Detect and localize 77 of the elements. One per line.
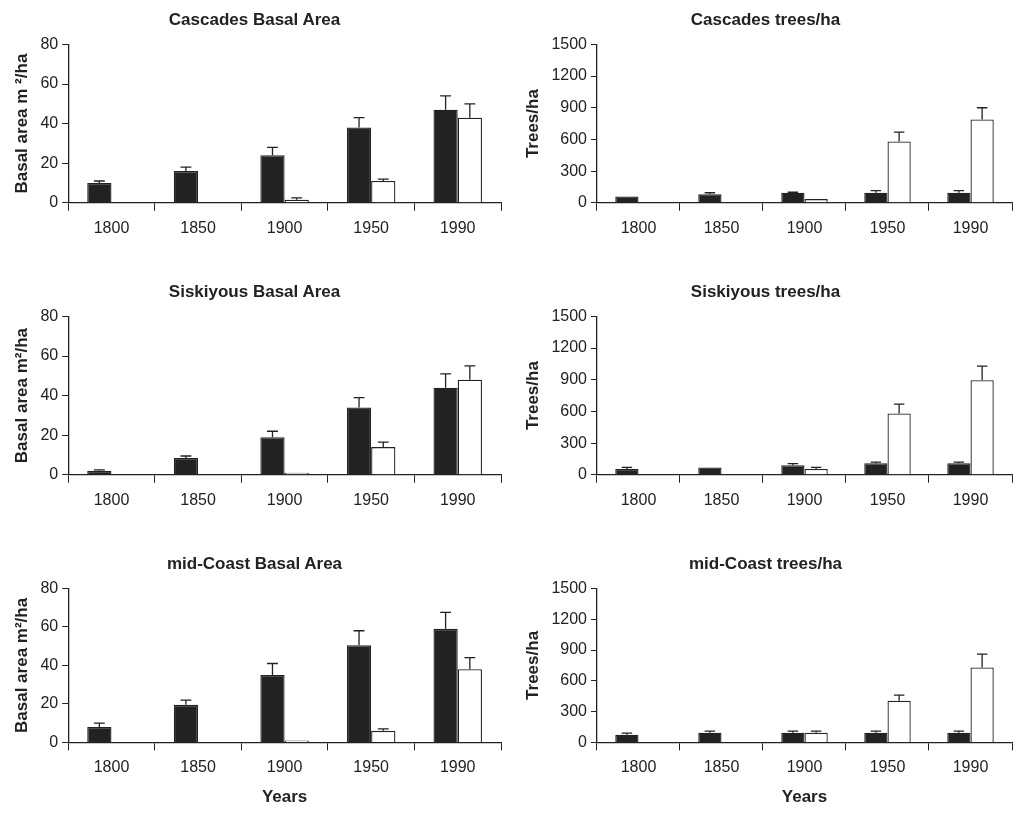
- y-axis-title: Basal area m²/ha: [11, 597, 31, 733]
- y-tick-label: 20: [40, 153, 59, 171]
- y-tick-label: 900: [560, 640, 588, 658]
- y-axis-title: Basal area m²/ha: [11, 327, 31, 464]
- y-tick-label: 600: [560, 401, 588, 419]
- chart-title: Cascades trees/ha: [690, 9, 841, 29]
- y-tick-label: 20: [40, 694, 59, 712]
- x-axis-title: Years: [781, 787, 828, 807]
- y-tick-label: 40: [40, 114, 59, 132]
- x-tick-label: 1800: [620, 490, 657, 508]
- y-tick-label: 0: [49, 732, 59, 750]
- x-tick-label: 1800: [93, 758, 130, 776]
- x-tick-label: 1850: [180, 490, 216, 508]
- y-tick-label: 1200: [551, 609, 588, 627]
- x-tick-label: 1900: [266, 758, 303, 776]
- x-tick-label: 1850: [180, 218, 216, 236]
- y-tick-label: 40: [40, 386, 59, 404]
- x-tick-label: 1900: [786, 490, 823, 508]
- y-tick-label: 1500: [551, 34, 588, 52]
- x-tick-label: 1950: [353, 218, 390, 236]
- y-tick-label: 900: [560, 98, 588, 116]
- y-axis-title: Trees/ha: [522, 630, 542, 700]
- y-axis-title: Trees/ha: [522, 88, 542, 159]
- y-tick-label: 0: [49, 465, 59, 483]
- y-tick-label: 60: [40, 617, 59, 635]
- x-tick-label: 1990: [952, 490, 989, 508]
- chart-title: Cascades Basal Area: [168, 9, 341, 29]
- x-tick-label: 1950: [869, 218, 906, 236]
- x-tick-label: 1990: [439, 758, 476, 776]
- y-tick-label: 0: [578, 465, 588, 483]
- y-tick-label: 80: [40, 578, 59, 596]
- x-tick-label: 1990: [952, 758, 989, 776]
- x-tick-label: 1850: [703, 218, 740, 236]
- y-axis-title: Basal area m ²/ha: [11, 53, 31, 194]
- y-axis-title: Trees/ha: [522, 360, 542, 431]
- x-tick-label: 1900: [786, 758, 823, 776]
- y-tick-label: 0: [49, 193, 59, 211]
- y-tick-label: 1500: [551, 306, 588, 324]
- y-tick-label: 900: [560, 370, 588, 388]
- y-tick-label: 0: [578, 193, 588, 211]
- y-tick-label: 600: [560, 129, 588, 147]
- x-axis-title: Years: [261, 787, 308, 807]
- y-tick-label: 300: [560, 161, 588, 179]
- y-tick-label: 1500: [551, 578, 588, 596]
- x-tick-label: 1990: [952, 218, 989, 236]
- chart-title: Siskiyous Basal Area: [168, 281, 341, 301]
- y-tick-label: 60: [40, 74, 59, 92]
- x-tick-label: 1900: [786, 218, 823, 236]
- x-tick-label: 1950: [353, 490, 390, 508]
- x-tick-label: 1850: [703, 490, 740, 508]
- y-tick-label: 80: [40, 306, 59, 324]
- x-tick-label: 1800: [93, 218, 130, 236]
- y-tick-label: 1200: [551, 338, 588, 356]
- y-tick-label: 80: [40, 34, 59, 52]
- y-tick-label: 300: [560, 433, 588, 451]
- chart-title: mid-Coast Basal Area: [166, 553, 343, 573]
- x-tick-label: 1900: [266, 490, 303, 508]
- y-tick-label: 600: [560, 671, 588, 689]
- x-tick-label: 1950: [869, 490, 906, 508]
- chart-title: mid-Coast trees/ha: [688, 553, 843, 573]
- x-tick-label: 1850: [703, 758, 740, 776]
- x-tick-label: 1990: [439, 218, 476, 236]
- y-tick-label: 1200: [551, 66, 588, 84]
- y-tick-label: 300: [560, 702, 588, 720]
- x-tick-label: 1900: [266, 218, 303, 236]
- x-tick-label: 1800: [620, 758, 657, 776]
- x-tick-label: 1850: [180, 758, 216, 776]
- y-tick-label: 0: [578, 732, 588, 750]
- x-tick-label: 1950: [353, 758, 390, 776]
- x-tick-label: 1990: [439, 490, 476, 508]
- y-tick-label: 60: [40, 346, 59, 364]
- y-tick-label: 20: [40, 425, 59, 443]
- x-tick-label: 1800: [93, 490, 130, 508]
- chart-title: Siskiyous trees/ha: [690, 281, 841, 301]
- y-tick-label: 40: [40, 655, 59, 673]
- x-tick-label: 1800: [620, 218, 657, 236]
- x-tick-label: 1950: [869, 758, 906, 776]
